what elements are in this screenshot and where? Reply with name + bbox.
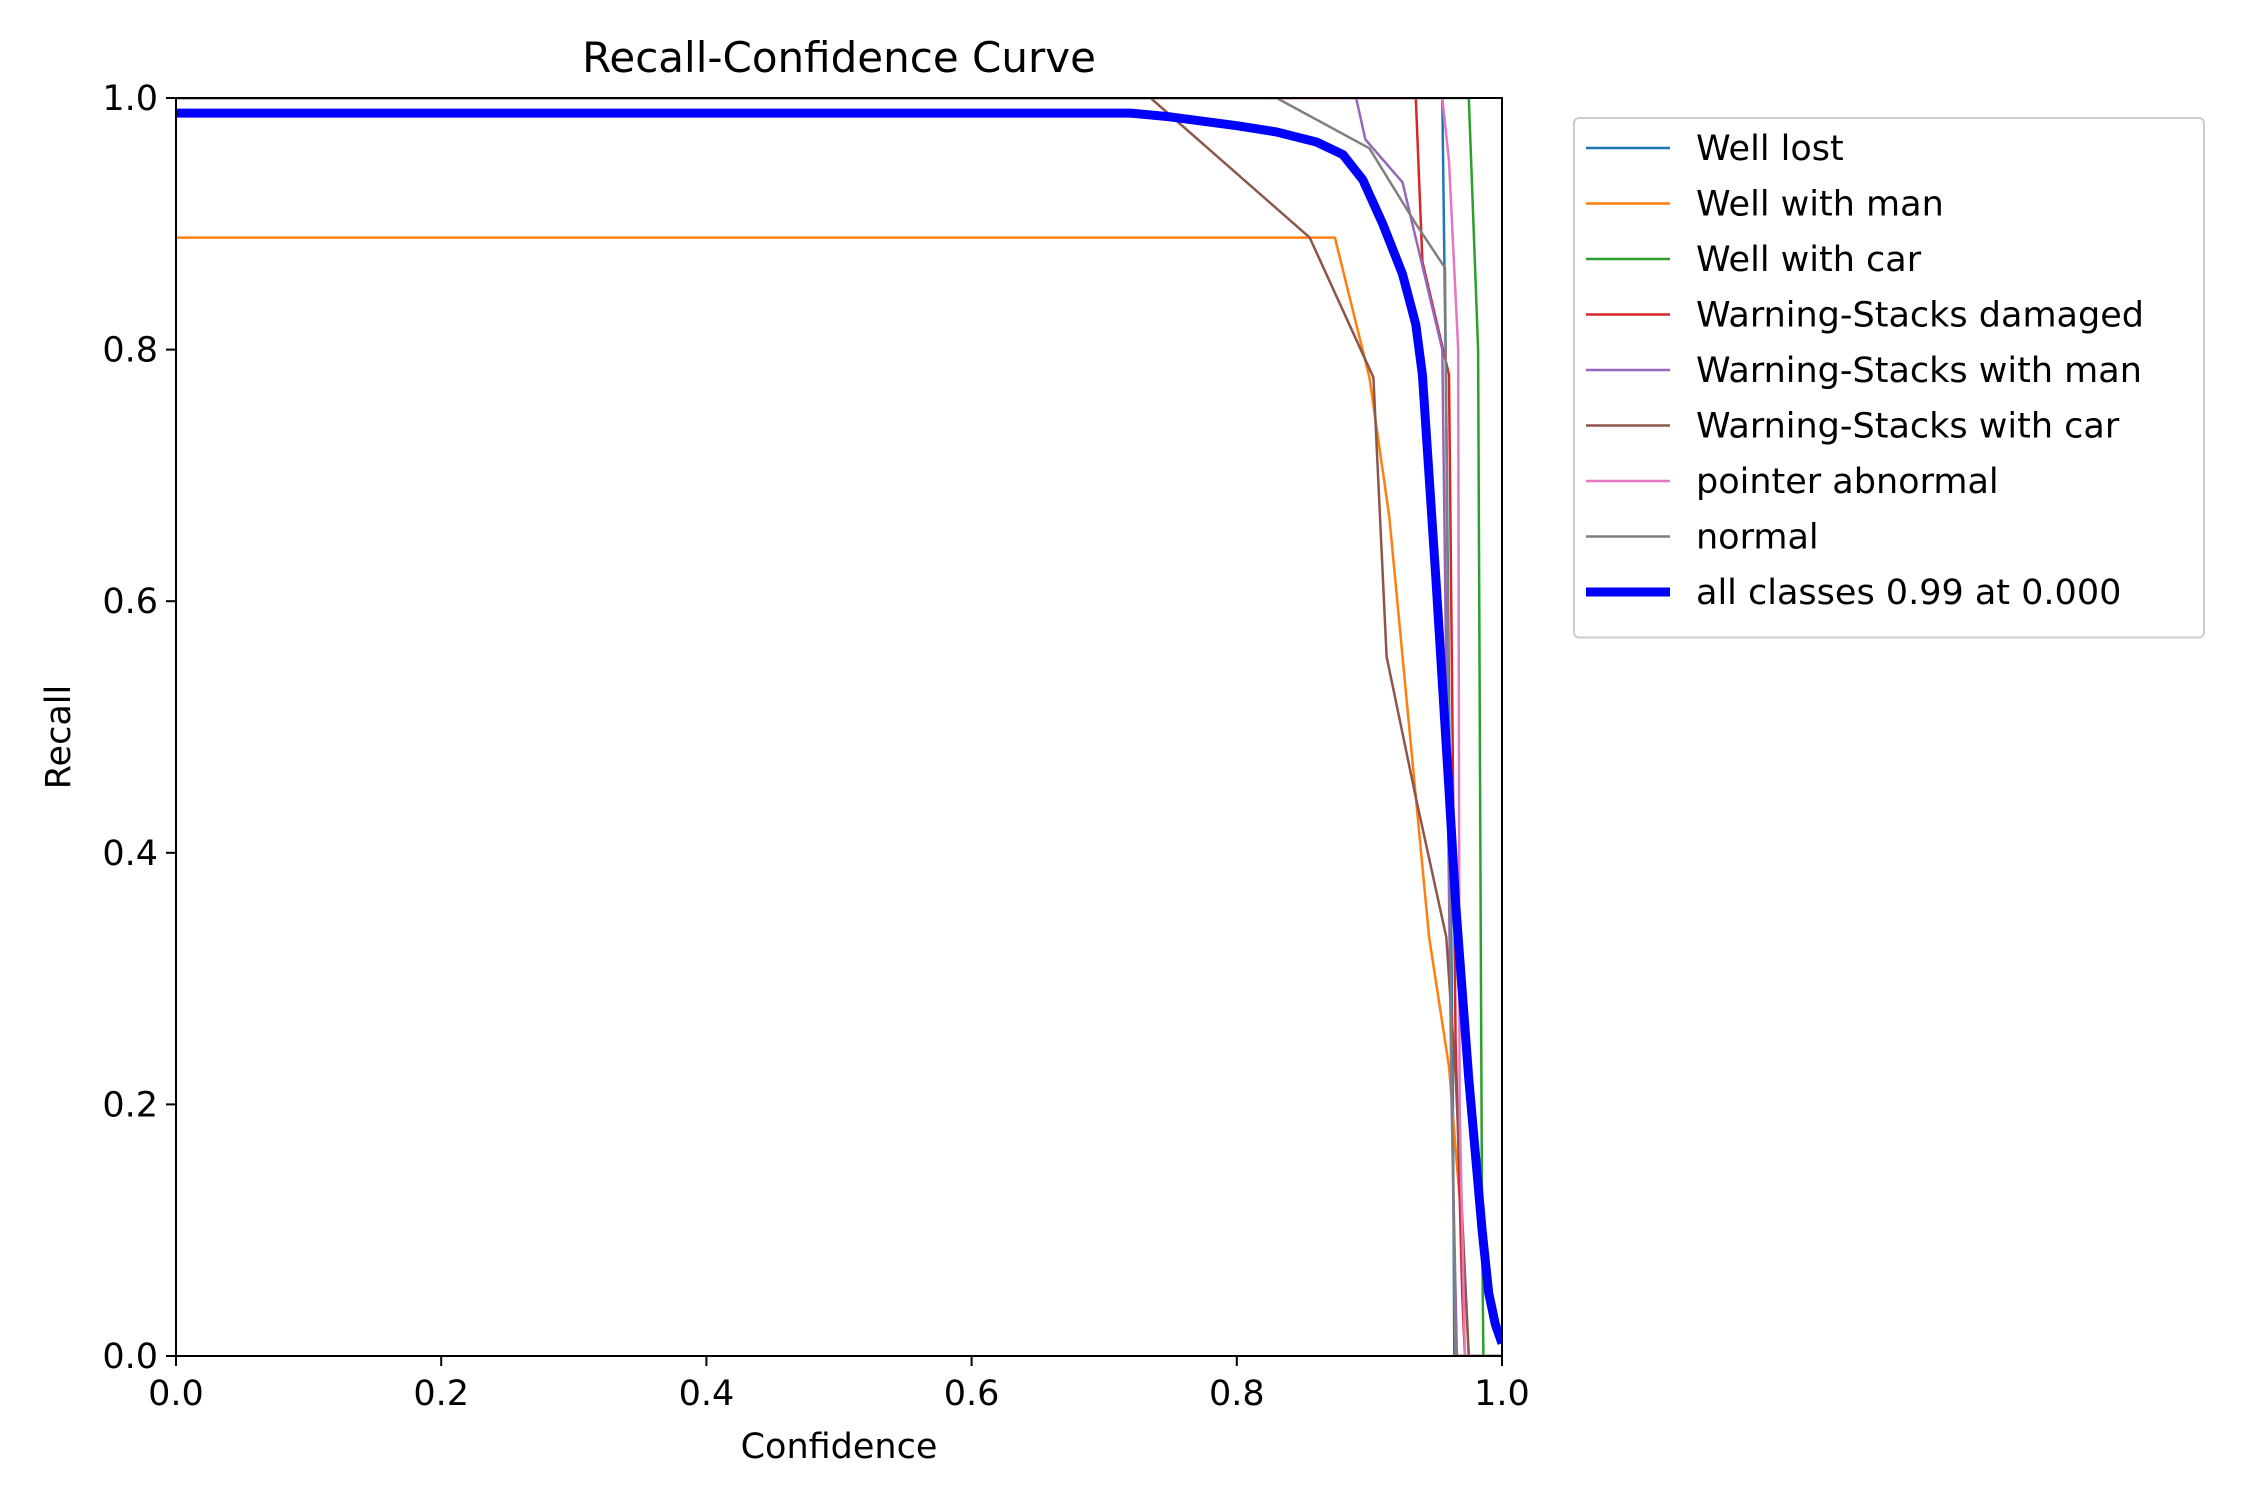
series-line-all-classes-0-99-at-0-000 <box>176 108 1502 1345</box>
legend-label: Warning-Stacks with man <box>1696 351 2142 391</box>
y-tick-label: 0.6 <box>102 582 158 622</box>
y-axis-label: Recall <box>39 685 79 789</box>
series-line-pointer-abnormal <box>176 98 1502 1356</box>
series-line-warning-stacks-with-car <box>176 98 1502 1356</box>
y-tick-label: 0.2 <box>102 1085 158 1125</box>
series-line-normal <box>176 98 1502 1356</box>
legend-label: all classes 0.99 at 0.000 <box>1696 573 2121 613</box>
plot-frame <box>175 97 1503 1357</box>
legend-label: Well with man <box>1696 185 1944 225</box>
y-tick-label: 0.4 <box>102 834 158 874</box>
axis-ticks: 0.0 0.2 0.4 0.6 0.8 1.0 0.0 0.2 0.4 0.6 0.8 1.0 <box>102 79 1530 1414</box>
x-tick-label: 0.6 <box>944 1374 1000 1414</box>
legend-label: Warning-Stacks damaged <box>1696 296 2144 336</box>
legend-label: normal <box>1696 518 1819 558</box>
x-tick-label: 0.2 <box>413 1374 469 1414</box>
y-tick-label: 0.8 <box>102 331 158 371</box>
legend-label: Warning-Stacks with car <box>1696 407 2120 447</box>
y-tick-label: 1.0 <box>102 79 158 119</box>
legend-label: pointer abnormal <box>1696 462 1999 502</box>
legend-box <box>1573 117 2205 639</box>
legend-label: Well lost <box>1696 129 1844 169</box>
series-line-well-with-car <box>176 98 1502 1356</box>
legend-label: Well with car <box>1696 240 1922 280</box>
x-tick-label: 0.8 <box>1209 1374 1265 1414</box>
y-tick-label: 0.0 <box>102 1337 158 1377</box>
x-axis-label: Confidence <box>741 1427 938 1467</box>
series-lines <box>176 98 1502 1356</box>
legend: Well lost Well with man Well with car Warni… <box>1573 117 2205 639</box>
x-tick-label: 0.4 <box>679 1374 735 1414</box>
chart-title: Recall-Confidence Curve <box>582 33 1096 82</box>
x-tick-label: 0.0 <box>148 1374 204 1414</box>
x-tick-label: 1.0 <box>1474 1374 1530 1414</box>
